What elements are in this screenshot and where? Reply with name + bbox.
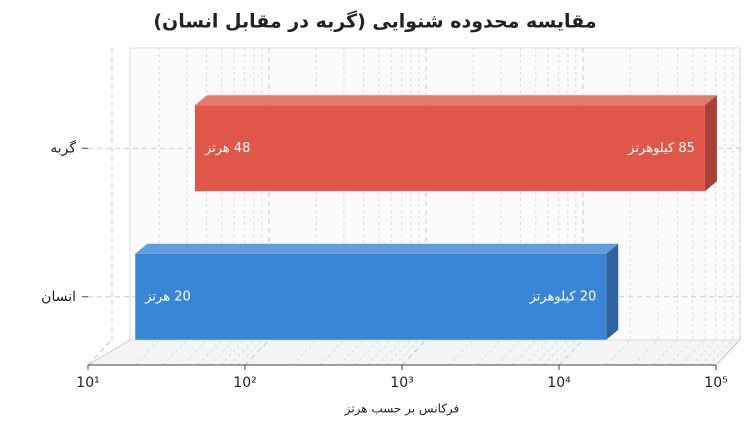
bar-top <box>135 243 619 254</box>
chart-title: مقایسه محدوده شنوایی (گربه در مقابل انسا… <box>153 10 596 33</box>
bar <box>194 105 705 192</box>
x-tick-label: 10⁵ <box>704 375 727 391</box>
x-tick-label: 10⁴ <box>547 375 571 391</box>
x-axis-label: فرکانس بر حسب هرتز <box>344 402 460 417</box>
y-tick-label: گربه <box>50 139 76 156</box>
low-label: 48 هرتز <box>204 141 251 156</box>
floor <box>86 339 742 366</box>
bar-side <box>704 95 717 192</box>
high-label: 20 کیلوهرتز <box>529 289 597 304</box>
grid-line <box>244 339 270 366</box>
grid-line <box>715 339 741 366</box>
grid-line <box>558 339 584 366</box>
grid-line <box>401 339 427 366</box>
x-tick-label: 10³ <box>390 375 413 391</box>
high-label: 85 کیلوهرتز <box>627 141 695 156</box>
low-label: 20 هرتز <box>144 289 191 304</box>
bar-side <box>606 243 619 340</box>
bar <box>135 253 607 340</box>
bar-top <box>194 95 717 106</box>
x-tick-label: 10² <box>233 375 256 391</box>
grid-line <box>87 339 113 366</box>
y-tick-label: انسان <box>41 289 76 305</box>
x-tick-label: 10¹ <box>76 375 99 391</box>
